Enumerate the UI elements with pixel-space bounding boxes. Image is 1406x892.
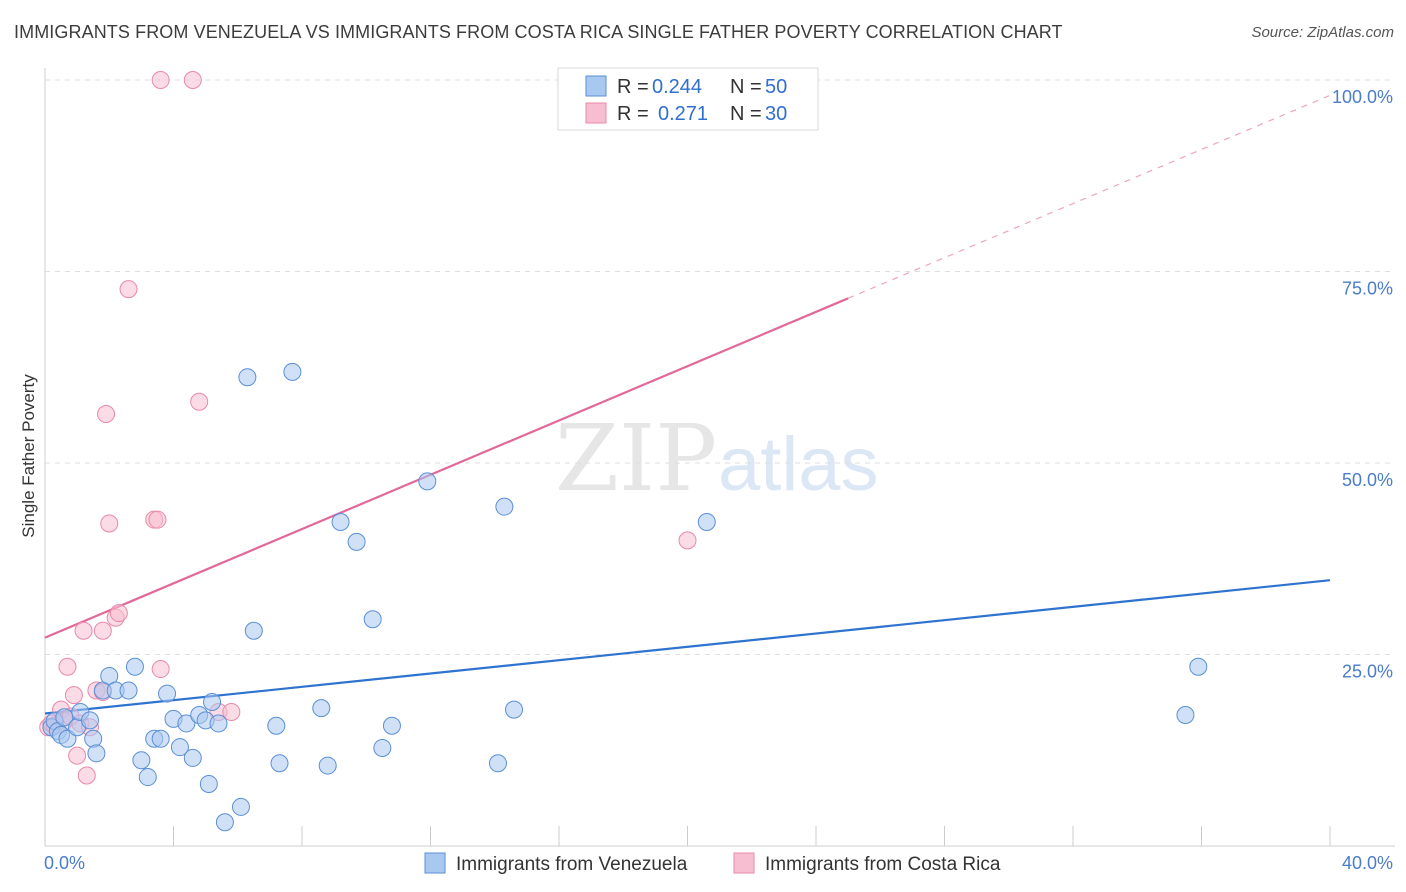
- data-point-venezuela: [183, 748, 202, 767]
- data-point-venezuela: [238, 368, 257, 387]
- data-point-costa-rica: [190, 392, 209, 411]
- bottom-legend-label-venezuela: Immigrants from Venezuela: [456, 854, 688, 875]
- bottom-legend-label-costa-rica: Immigrants from Costa Rica: [765, 854, 1001, 875]
- data-point-costa-rica: [58, 657, 77, 676]
- chart-title: IMMIGRANTS FROM VENEZUELA VS IMMIGRANTS …: [14, 22, 1063, 42]
- y-tick-label: 25.0%: [1342, 662, 1393, 682]
- legend-n-label-venezuela: N =: [730, 76, 762, 98]
- data-point-venezuela: [199, 774, 218, 793]
- data-point-venezuela: [203, 692, 222, 711]
- data-point-venezuela: [84, 729, 103, 748]
- data-point-venezuela: [125, 657, 144, 676]
- data-point-venezuela: [318, 756, 337, 775]
- legend-r-label-costa-rica: R =: [617, 103, 649, 125]
- data-point-costa-rica: [100, 514, 119, 533]
- data-point-costa-rica: [678, 531, 697, 550]
- data-point-venezuela: [312, 699, 331, 718]
- x-tick-label-min: 0.0%: [44, 853, 85, 873]
- legend-r-value-venezuela: 0.244: [652, 76, 702, 98]
- data-point-venezuela: [80, 711, 99, 730]
- data-point-venezuela: [1189, 657, 1208, 676]
- data-point-costa-rica: [119, 280, 138, 299]
- legend-n-label-costa-rica: N =: [730, 103, 762, 125]
- y-tick-labels: 25.0% 50.0% 75.0% 100.0%: [1332, 87, 1393, 682]
- data-point-venezuela: [215, 813, 234, 832]
- data-point-venezuela: [505, 700, 524, 719]
- data-point-venezuela: [132, 751, 151, 770]
- data-point-costa-rica: [93, 621, 112, 640]
- data-point-costa-rica: [109, 604, 128, 623]
- watermark-atlas: atlas: [718, 422, 879, 507]
- legend-n-value-costa-rica: 30: [765, 103, 787, 125]
- data-point-venezuela: [363, 610, 382, 629]
- data-point-venezuela: [382, 716, 401, 735]
- trend-line-costa-rica-extension: [847, 94, 1331, 299]
- legend-swatch-costa-rica: [585, 102, 607, 124]
- data-point-venezuela: [158, 684, 177, 703]
- data-point-venezuela: [697, 512, 716, 531]
- trend-line-venezuela: [44, 579, 1331, 715]
- y-tick-label: 75.0%: [1342, 279, 1393, 299]
- points-venezuela: [42, 362, 1208, 832]
- axes: [44, 68, 1395, 847]
- data-point-costa-rica: [183, 71, 202, 89]
- data-point-venezuela: [347, 532, 366, 551]
- data-point-venezuela: [270, 754, 289, 773]
- data-point-costa-rica: [222, 702, 241, 721]
- bottom-legend: Immigrants from Venezuela Immigrants fro…: [424, 852, 1001, 875]
- data-point-costa-rica: [74, 621, 93, 640]
- data-point-venezuela: [373, 738, 392, 757]
- data-point-venezuela: [87, 744, 106, 763]
- data-point-venezuela: [151, 729, 170, 748]
- y-tick-label: 50.0%: [1342, 470, 1393, 490]
- data-point-costa-rica: [151, 71, 170, 89]
- data-point-costa-rica: [64, 686, 83, 705]
- legend: R = 0.244 N = 50 R = 0.271 N = 30: [557, 67, 819, 131]
- data-point-venezuela: [231, 797, 250, 816]
- y-tick-label: 100.0%: [1332, 87, 1393, 107]
- x-tick-marks: [44, 826, 1331, 846]
- legend-n-value-venezuela: 50: [765, 76, 787, 98]
- data-point-venezuela: [244, 621, 263, 640]
- data-point-venezuela: [283, 362, 302, 381]
- bottom-legend-swatch-costa-rica: [733, 852, 755, 874]
- data-point-venezuela: [488, 754, 507, 773]
- gridlines: [45, 79, 1395, 655]
- x-tick-label-max: 40.0%: [1342, 853, 1393, 873]
- legend-r-value-costa-rica: 0.271: [658, 103, 708, 125]
- data-point-venezuela: [331, 512, 350, 531]
- data-point-venezuela: [267, 716, 286, 735]
- y-axis-label: Single Father Poverty: [19, 374, 38, 538]
- data-point-costa-rica: [151, 660, 170, 679]
- bottom-legend-swatch-venezuela: [424, 852, 446, 874]
- data-point-costa-rica: [148, 510, 167, 529]
- data-point-costa-rica: [97, 404, 116, 423]
- data-point-venezuela: [170, 738, 189, 757]
- data-point-venezuela: [55, 708, 74, 727]
- data-point-venezuela: [119, 681, 138, 700]
- trend-line-costa-rica: [44, 297, 849, 639]
- chart-source: Source: ZipAtlas.com: [1251, 24, 1394, 41]
- trend-lines: [44, 94, 1331, 715]
- data-point-costa-rica: [77, 766, 96, 785]
- watermark-zip: ZIP: [555, 405, 717, 512]
- data-point-venezuela: [138, 768, 157, 787]
- data-point-venezuela: [209, 714, 228, 733]
- data-point-venezuela: [1176, 706, 1195, 725]
- data-point-venezuela: [58, 729, 77, 748]
- data-point-venezuela: [177, 714, 196, 733]
- data-point-venezuela: [418, 472, 437, 491]
- data-point-venezuela: [495, 497, 514, 516]
- watermark: ZIP atlas: [555, 405, 879, 512]
- legend-r-label-venezuela: R =: [617, 76, 649, 98]
- legend-swatch-venezuela: [585, 75, 607, 97]
- data-point-costa-rica: [68, 746, 87, 765]
